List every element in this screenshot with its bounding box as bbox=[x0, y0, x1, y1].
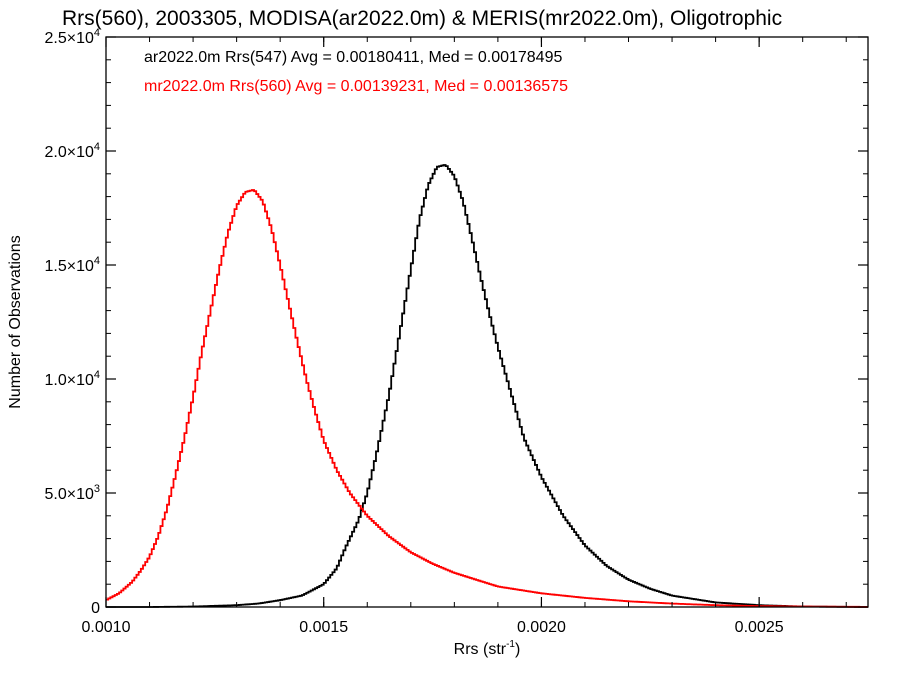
x-tick-label: 0.0015 bbox=[299, 619, 348, 636]
legend-entry-black-series: ar2022.0m Rrs(547) Avg = 0.00180411, Med… bbox=[144, 49, 562, 66]
y-tick-label: 5.0×103 bbox=[44, 483, 100, 503]
x-axis-label-main: Rrs (str bbox=[454, 641, 507, 658]
series-line-0 bbox=[106, 164, 868, 608]
legend-entry-red-series: mr2022.0m Rrs(560) Avg = 0.00139231, Med… bbox=[144, 78, 568, 95]
y-axis-label: Number of Observations bbox=[7, 235, 24, 408]
plot-frame bbox=[105, 36, 869, 608]
x-axis-label-suffix: ) bbox=[515, 641, 520, 658]
y-tick-label: 2.0×104 bbox=[44, 141, 100, 161]
chart-title: Rrs(560), 2003305, MODISA(ar2022.0m) & M… bbox=[62, 7, 782, 30]
x-tick-label: 0.0010 bbox=[82, 619, 131, 636]
axis-layer: 0.0010 0.0015 0.0020 0.0025 0 5.0×103 1.0×104 1… bbox=[44, 27, 868, 636]
y-tick-label: 0 bbox=[91, 600, 100, 617]
x-tick-label: 0.0025 bbox=[735, 619, 784, 636]
x-tick-label: 0.0020 bbox=[517, 619, 566, 636]
y-tick-label: 2.5×104 bbox=[44, 27, 100, 47]
series-layer bbox=[106, 164, 868, 608]
y-tick-label: 1.5×104 bbox=[44, 255, 100, 275]
y-tick-label: 1.0×104 bbox=[44, 369, 100, 389]
x-axis-label: Rrs (str-1) bbox=[454, 639, 521, 658]
series-line-1 bbox=[106, 189, 868, 608]
x-axis-label-superscript: -1 bbox=[506, 639, 515, 650]
